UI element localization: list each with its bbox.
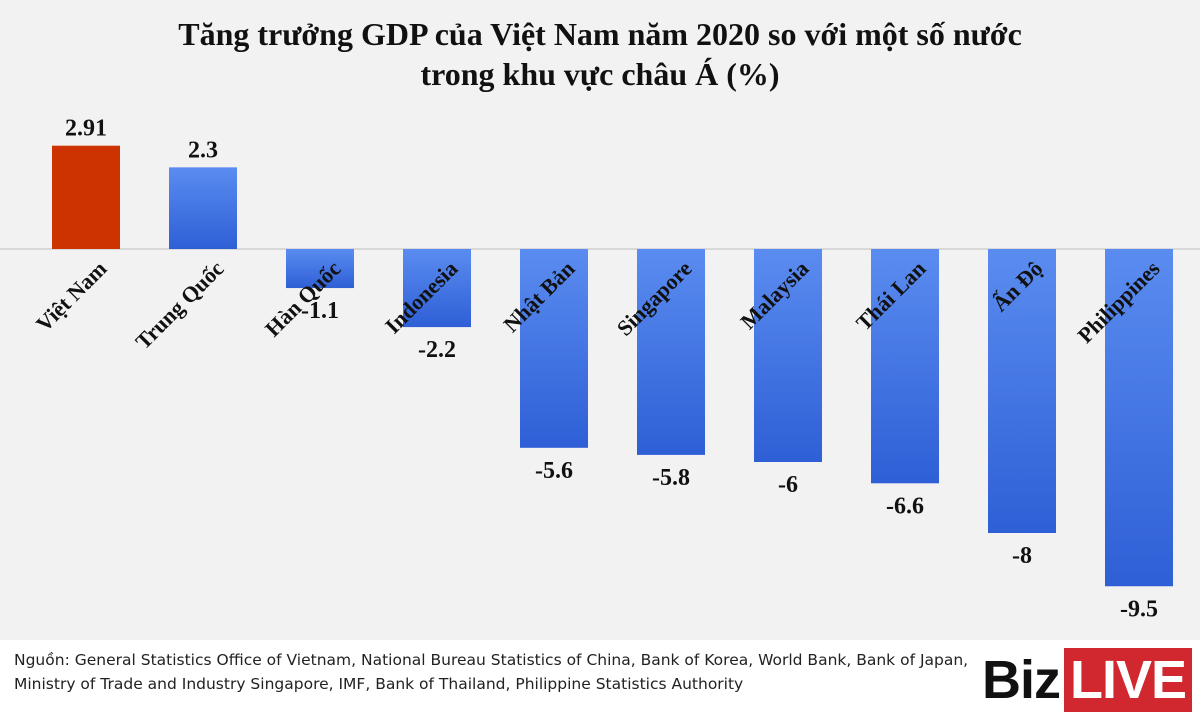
value-label-0: 2.91 [65, 116, 107, 142]
chart-title-line2: trong khu vực châu Á (%) [420, 56, 780, 92]
bar-chart: 2.91 2.3 -1.1 -2.2 -5.6 -5.8 -6 -6.6 -8 -9.5 Việt… [0, 116, 1200, 623]
chart-title-line1: Tăng trưởng GDP của Việt Nam năm 2020 so… [178, 16, 1022, 52]
bar-3 [403, 249, 471, 328]
bar-0 [52, 145, 120, 249]
bar-8 [988, 249, 1056, 533]
chart-area: 2.91 2.3 -1.1 -2.2 -5.6 -5.8 -6 -6.6 -8 -9.5 Việt… [0, 0, 1200, 640]
category-label-0: Việt Nam [31, 256, 112, 337]
source-line-1: Nguồn: General Statistics Office of Viet… [14, 651, 969, 669]
value-label-3: -2.2 [418, 337, 456, 363]
chart-title: Tăng trưởng GDP của Việt Nam năm 2020 so… [0, 14, 1200, 94]
bizlive-logo: Biz LIVE [982, 648, 1192, 712]
bar-9 [1105, 249, 1173, 587]
bar-7 [871, 249, 939, 484]
bar-1 [169, 167, 237, 249]
value-label-8: -8 [1012, 543, 1032, 569]
value-labels-group: 2.91 2.3 -1.1 -2.2 -5.6 -5.8 -6 -6.6 -8 -9.5 [65, 116, 1158, 623]
bar-2 [286, 249, 354, 289]
value-label-2: -1.1 [301, 298, 339, 324]
logo-live-text: LIVE [1063, 648, 1192, 712]
bar-5 [637, 249, 705, 455]
source-line-2: Ministry of Trade and Industry Singapore… [14, 675, 744, 693]
value-label-9: -9.5 [1120, 596, 1158, 622]
value-label-6: -6 [778, 472, 798, 498]
bars-group [52, 145, 1173, 587]
logo-biz-text: Biz [981, 650, 1061, 710]
footer: Nguồn: General Statistics Office of Viet… [0, 640, 1200, 716]
value-label-4: -5.6 [535, 458, 573, 484]
value-label-1: 2.3 [188, 137, 218, 163]
value-label-7: -6.6 [886, 493, 924, 519]
category-label-1: Trung Quốc [130, 256, 228, 354]
bar-4 [520, 249, 588, 448]
bar-6 [754, 249, 822, 462]
value-label-5: -5.8 [652, 465, 690, 491]
source-note: Nguồn: General Statistics Office of Viet… [14, 648, 974, 696]
